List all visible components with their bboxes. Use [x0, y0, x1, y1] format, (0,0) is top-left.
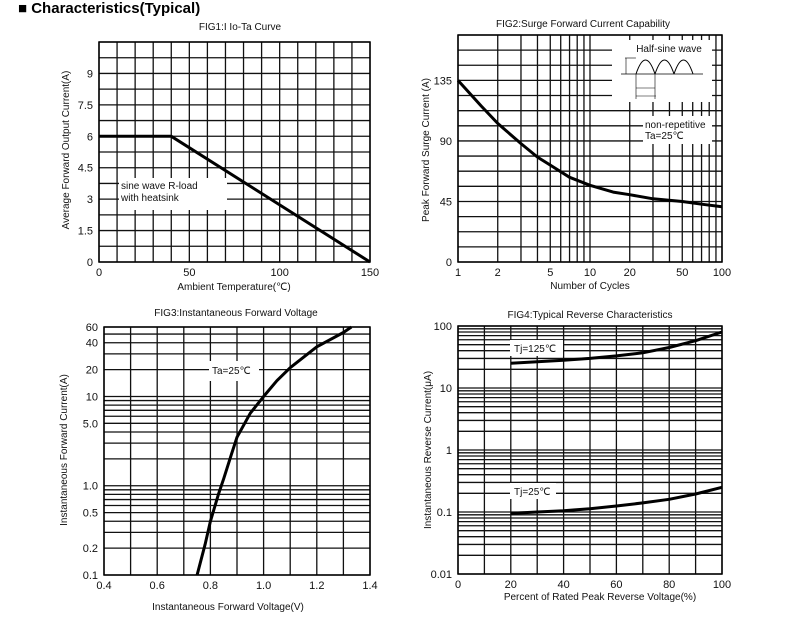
x-tick-label: 0.8 — [203, 580, 218, 592]
y-tick-label: 1 — [446, 445, 452, 457]
y-tick-label: 0.1 — [83, 570, 98, 582]
plot-frame — [457, 325, 723, 575]
y-tick-label: 60 — [86, 322, 98, 334]
x-tick-label: 10 — [584, 267, 596, 279]
x-tick-label: 1.4 — [362, 580, 377, 592]
y-tick-label: 20 — [86, 365, 98, 377]
annotation-box — [612, 40, 712, 102]
y-axis-label: Average Forward Output Current(A) — [61, 71, 72, 230]
series-line-1 — [510, 330, 723, 365]
y-tick-label: 4.5 — [78, 163, 93, 175]
y-tick-label: 3 — [87, 194, 93, 206]
series-line-1 — [456, 79, 723, 209]
y-tick-label: 7.5 — [78, 100, 93, 112]
x-tick-label: 50 — [676, 267, 688, 279]
x-tick-label: 0.4 — [96, 580, 111, 592]
annotation-label: Tj=125℃ — [514, 344, 556, 355]
x-tick-label: 0 — [455, 579, 461, 591]
y-tick-label: 0.5 — [83, 508, 98, 520]
x-tick-label: 1 — [455, 267, 461, 279]
annotation-box — [209, 361, 259, 381]
x-tick-label: 150 — [361, 267, 379, 279]
y-axis-label: Instantaneous Forward Current(A) — [59, 374, 70, 526]
y-axis-label: Peak Forward Surge Current (A) — [421, 78, 432, 222]
series-line-1 — [99, 134, 371, 264]
chart-2: FIG2:Surge Forward Current Capability Num… — [421, 19, 731, 292]
chart-title: FIG4:Typical Reverse Characteristics — [507, 310, 672, 321]
x-tick-label: 100 — [270, 267, 288, 279]
annotation-label: Half-sine wave — [636, 44, 702, 55]
y-tick-label: 0 — [446, 257, 452, 269]
x-tick-label: 1.0 — [256, 580, 271, 592]
x-tick-label: 1.2 — [309, 580, 324, 592]
x-tick-label: 60 — [610, 579, 622, 591]
x-tick-label: 20 — [505, 579, 517, 591]
y-tick-label: 90 — [440, 136, 452, 148]
half-sine-wave-diagram — [621, 57, 703, 99]
x-tick-label: 2 — [495, 267, 501, 279]
y-tick-label: 0.1 — [437, 507, 452, 519]
x-tick-label: 50 — [183, 267, 195, 279]
chart-4: FIG4:Typical Reverse Characteristics Perc… — [423, 310, 731, 603]
y-tick-label: 100 — [434, 321, 452, 333]
chart-title: FIG1:I Io-Ta Curve — [199, 22, 282, 33]
annotation-label: Ta=25℃ — [212, 366, 251, 377]
y-tick-label: 10 — [86, 391, 98, 403]
plot-frame — [103, 326, 371, 576]
x-axis-label: Ambient Temperature(℃) — [177, 282, 290, 293]
annotation-label: with heatsink — [120, 193, 180, 204]
x-tick-label: 40 — [557, 579, 569, 591]
x-tick-label: 20 — [624, 267, 636, 279]
y-tick-label: 9 — [87, 68, 93, 80]
y-tick-label: 6 — [87, 131, 93, 143]
x-tick-label: 0.6 — [150, 580, 165, 592]
chart-1: FIG1:I Io-Ta Curve Ambient Temperature(℃)… — [61, 22, 379, 293]
y-tick-label: 5.0 — [83, 418, 98, 430]
y-tick-label: 10 — [440, 383, 452, 395]
annotation-label: Tj=25℃ — [514, 487, 551, 498]
chart-title: FIG3:Instantaneous Forward Voltage — [154, 308, 318, 319]
annotation-box — [643, 116, 712, 144]
y-axis-label: Instantaneous Reverse Current(μA) — [423, 371, 434, 529]
x-tick-label: 80 — [663, 579, 675, 591]
y-tick-label: 135 — [434, 75, 452, 87]
x-axis-label: Percent of Rated Peak Reverse Voltage(%) — [504, 592, 696, 603]
plot-frame — [457, 34, 723, 263]
annotation-label: Ta=25℃ — [645, 131, 684, 142]
x-tick-label: 5 — [547, 267, 553, 279]
annotation-box — [510, 340, 563, 356]
y-tick-label: 0.01 — [431, 569, 452, 581]
chart-3: FIG3:Instantaneous Forward Voltage Instan… — [59, 308, 378, 613]
x-axis-label: Number of Cycles — [550, 281, 629, 292]
chart-title: FIG2:Surge Forward Current Capability — [496, 19, 670, 30]
page-title: ■ Characteristics(Typical) — [18, 0, 201, 17]
annotation-box — [510, 483, 556, 499]
series-line-2 — [510, 485, 723, 515]
y-tick-label: 1.5 — [78, 226, 93, 238]
y-tick-label: 1.0 — [83, 481, 98, 493]
plot-frame — [98, 41, 371, 263]
y-tick-label: 45 — [440, 196, 452, 208]
x-axis-label: Instantaneous Forward Voltage(V) — [152, 602, 304, 613]
y-tick-label: 0 — [87, 257, 93, 269]
x-tick-label: 100 — [713, 579, 731, 591]
series-line-1 — [195, 325, 353, 576]
annotation-label: non-repetitive — [645, 120, 706, 131]
annotation-label: sine wave R-load — [121, 181, 198, 192]
annotation-box — [119, 178, 227, 210]
y-tick-label: 0.2 — [83, 543, 98, 555]
y-tick-label: 40 — [86, 338, 98, 350]
x-tick-label: 100 — [713, 267, 731, 279]
x-tick-label: 0 — [96, 267, 102, 279]
